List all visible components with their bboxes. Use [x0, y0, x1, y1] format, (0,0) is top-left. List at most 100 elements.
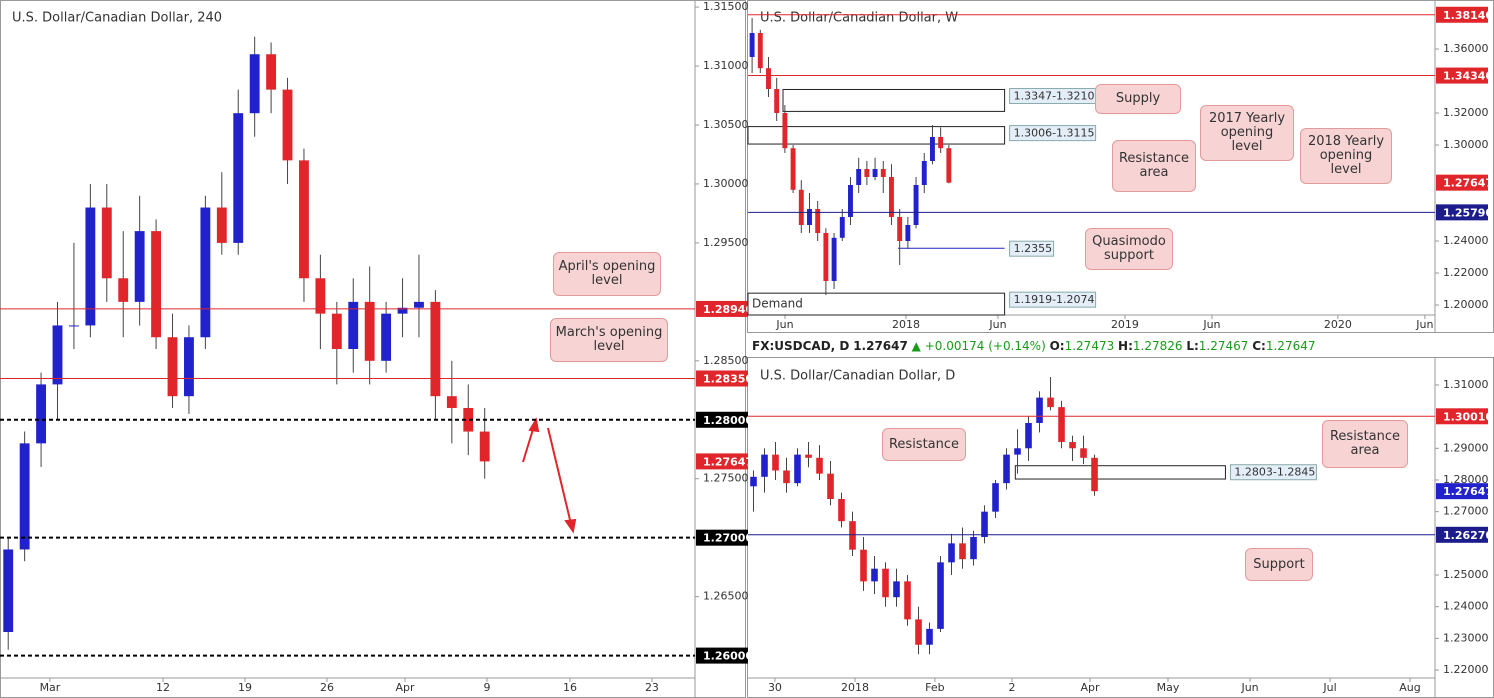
- candle-body: [167, 337, 178, 397]
- high: 1.27826: [1132, 339, 1183, 353]
- candle-body: [981, 511, 988, 538]
- level-label: 1.26270: [1443, 529, 1493, 542]
- x-tick-label: Jun: [775, 318, 793, 331]
- y-tick-label: 1.25000: [1443, 568, 1489, 581]
- x-tick-label: Mar: [40, 681, 61, 694]
- level-label: 1.27647: [703, 455, 753, 468]
- candle-body: [463, 407, 474, 432]
- y-tick-label: 1.29000: [1443, 441, 1489, 454]
- zone: [747, 126, 1006, 145]
- y-tick-label: 1.27000: [1443, 505, 1489, 518]
- level-label: 1.26000: [703, 650, 753, 663]
- low: 1.27467: [1198, 339, 1249, 353]
- x-tick-label: 2018: [841, 681, 869, 694]
- candle-body: [1091, 457, 1098, 492]
- x-tick-label: Apr: [395, 681, 415, 694]
- callout: Resistance area: [1112, 140, 1196, 192]
- x-tick-label: 30: [768, 681, 782, 694]
- candle-body: [233, 113, 244, 243]
- y-tick-label: 1.22000: [1443, 663, 1489, 676]
- x-tick-label: May: [1157, 681, 1180, 694]
- zone-label: 1.3347-1.3210: [1014, 89, 1095, 102]
- x-tick-label: 19: [238, 681, 252, 694]
- candle-body: [816, 457, 823, 474]
- x-tick-label: Aug: [1399, 681, 1420, 694]
- y-tick-label: 1.26500: [703, 590, 749, 603]
- callout: Quasimodo support: [1085, 228, 1173, 270]
- y-tick-label: 1.30000: [703, 177, 749, 190]
- callout: Resistance: [882, 428, 966, 461]
- candle-body: [1047, 397, 1054, 408]
- candle-body: [805, 454, 812, 458]
- candle-body: [790, 148, 796, 190]
- candle-body: [348, 301, 359, 350]
- zone-label-box: [1009, 291, 1097, 308]
- candle-body: [184, 337, 194, 397]
- level-label: 1.28940: [703, 303, 753, 316]
- level-label-box: [696, 411, 748, 428]
- close-label: C:: [1252, 339, 1266, 353]
- level-label: 1.25790: [1443, 206, 1493, 219]
- level-label-box: [696, 453, 748, 470]
- candle-body: [266, 54, 277, 90]
- zone-label: 1.1919-1.2074: [1014, 293, 1095, 306]
- x-tick-label: 2018: [892, 318, 920, 331]
- level-label-box: [696, 647, 748, 664]
- callout: 2017 Yearly opening level: [1200, 105, 1294, 161]
- candle-body: [69, 325, 79, 327]
- segment-label-box: [1009, 240, 1055, 257]
- candle-body: [151, 231, 162, 338]
- candle-body: [772, 454, 779, 471]
- candle-body: [282, 89, 293, 161]
- candle-body: [757, 33, 763, 69]
- candle-body: [364, 301, 375, 361]
- x-tick-label: 2: [1009, 681, 1016, 694]
- candle-body: [849, 521, 856, 550]
- candle-body: [959, 543, 966, 560]
- callout: March's opening level: [550, 318, 668, 362]
- level-label: 1.38140: [1443, 9, 1493, 22]
- x-tick-label: Jun: [1415, 318, 1433, 331]
- panel-border: [747, 357, 1494, 698]
- candle-body: [52, 325, 63, 385]
- candle-body: [904, 581, 911, 620]
- y-tick-label: 1.30500: [703, 118, 749, 131]
- y-tick-label: 1.28000: [1443, 473, 1489, 486]
- chart-title: U.S. Dollar/Canadian Dollar, 240: [12, 11, 222, 26]
- x-tick-label: Apr: [1080, 681, 1100, 694]
- candle-body: [430, 301, 441, 397]
- candle-body: [36, 384, 47, 444]
- zone-label: 1.3006-1.3115: [1014, 127, 1095, 140]
- candle-body: [1003, 454, 1010, 484]
- candle-body: [85, 207, 96, 326]
- chart-title: U.S. Dollar/Canadian Dollar, D: [760, 369, 955, 384]
- candle-body: [807, 209, 812, 225]
- segment-label: 1.2355: [1014, 242, 1053, 255]
- zone: [747, 292, 1006, 316]
- candle-body: [872, 169, 878, 177]
- y-tick-label: 1.24000: [1443, 600, 1489, 613]
- x-tick-label: 23: [645, 681, 659, 694]
- y-tick-label: 1.31500: [703, 0, 749, 13]
- x-tick-label: Feb: [925, 681, 944, 694]
- y-tick-label: 1.20000: [1443, 298, 1489, 311]
- candle-body: [860, 549, 867, 582]
- open: 1.27473: [1064, 339, 1115, 353]
- candle-body: [929, 137, 935, 161]
- x-tick-label: Jun: [1240, 681, 1258, 694]
- y-tick-label: 1.28500: [703, 354, 749, 367]
- candle-body: [774, 89, 780, 113]
- candle-body: [856, 169, 862, 185]
- callout: April's opening level: [553, 252, 661, 296]
- y-tick-label: 1.32000: [1443, 106, 1489, 119]
- candle-body: [926, 628, 933, 645]
- level-label-box: [696, 300, 748, 317]
- y-tick-label: 1.30000: [1443, 138, 1489, 151]
- quote-header: FX:USDCAD, D 1.27647 ▲ +0.00174 (+0.14%)…: [748, 336, 1494, 356]
- candle-body: [249, 54, 260, 114]
- candle-body: [331, 313, 342, 350]
- candle-body: [3, 549, 14, 633]
- candle-body: [782, 113, 788, 149]
- candle-body: [798, 189, 804, 225]
